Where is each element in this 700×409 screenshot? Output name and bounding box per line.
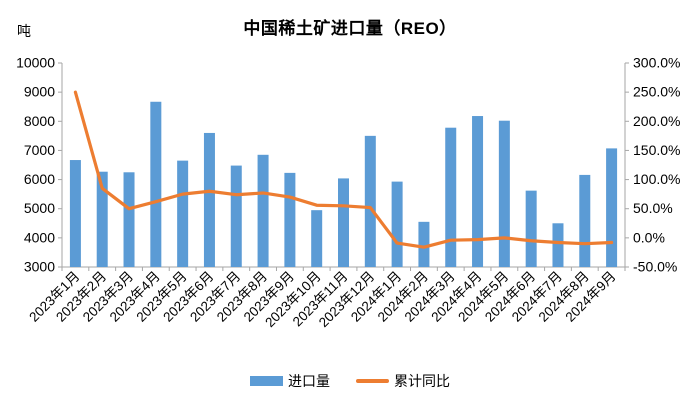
left-axis-tick-label: 9000 — [24, 84, 55, 100]
bar — [472, 116, 484, 267]
line-series — [73, 90, 614, 249]
legend-item-imports: 进口量 — [250, 371, 330, 391]
legend-line-swatch — [356, 379, 389, 383]
bar — [579, 174, 591, 267]
bar — [96, 171, 108, 267]
left-axis-tick-label: 8000 — [24, 113, 55, 129]
right-axis-tick-label: -50.0% — [633, 259, 677, 275]
right-axis-tick-label: 50.0% — [633, 200, 673, 216]
bar — [230, 165, 242, 267]
legend-item-yoy: 累计同比 — [356, 371, 450, 391]
left-axis-tick-label: 5000 — [24, 200, 55, 216]
right-axis-tick-label: 250.0% — [633, 84, 680, 100]
bar — [391, 181, 403, 267]
left-axis-tick-label: 3000 — [24, 259, 55, 275]
bar — [445, 127, 457, 267]
bar — [418, 221, 430, 267]
bar — [552, 223, 564, 267]
left-axis-tick-label: 6000 — [24, 171, 55, 187]
bar — [525, 190, 537, 267]
bar — [123, 172, 135, 267]
chart-legend: 进口量 累计同比 — [0, 371, 700, 391]
bar — [150, 101, 162, 267]
bar — [257, 154, 269, 267]
legend-label-yoy: 累计同比 — [394, 373, 450, 389]
legend-bar-swatch — [250, 376, 283, 386]
left-axis-unit-label: 吨 — [17, 23, 31, 39]
left-axis-tick-label: 4000 — [24, 229, 55, 245]
right-axis-tick-label: 0.0% — [633, 229, 665, 245]
right-axis-tick-label: 300.0% — [633, 55, 680, 71]
chart-title: 中国稀土矿进口量（REO） — [243, 19, 457, 38]
bar — [177, 160, 189, 267]
left-axis-tick-label: 10000 — [16, 55, 55, 71]
bar — [203, 132, 215, 267]
bar — [69, 160, 81, 267]
bar — [311, 210, 323, 267]
bar — [284, 172, 296, 267]
right-axis-tick-label: 100.0% — [633, 171, 680, 187]
right-axis-tick-label: 150.0% — [633, 142, 680, 158]
bar — [338, 178, 349, 267]
bar — [606, 148, 618, 267]
right-axis-tick-label: 200.0% — [633, 113, 680, 129]
legend-label-imports: 进口量 — [288, 373, 330, 389]
bar — [364, 135, 376, 267]
bar — [498, 120, 510, 268]
left-axis-tick-label: 7000 — [24, 142, 55, 158]
